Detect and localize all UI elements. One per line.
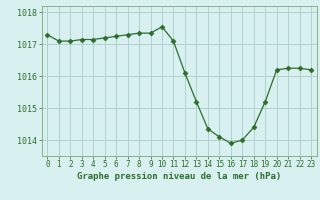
X-axis label: Graphe pression niveau de la mer (hPa): Graphe pression niveau de la mer (hPa) — [77, 172, 281, 181]
